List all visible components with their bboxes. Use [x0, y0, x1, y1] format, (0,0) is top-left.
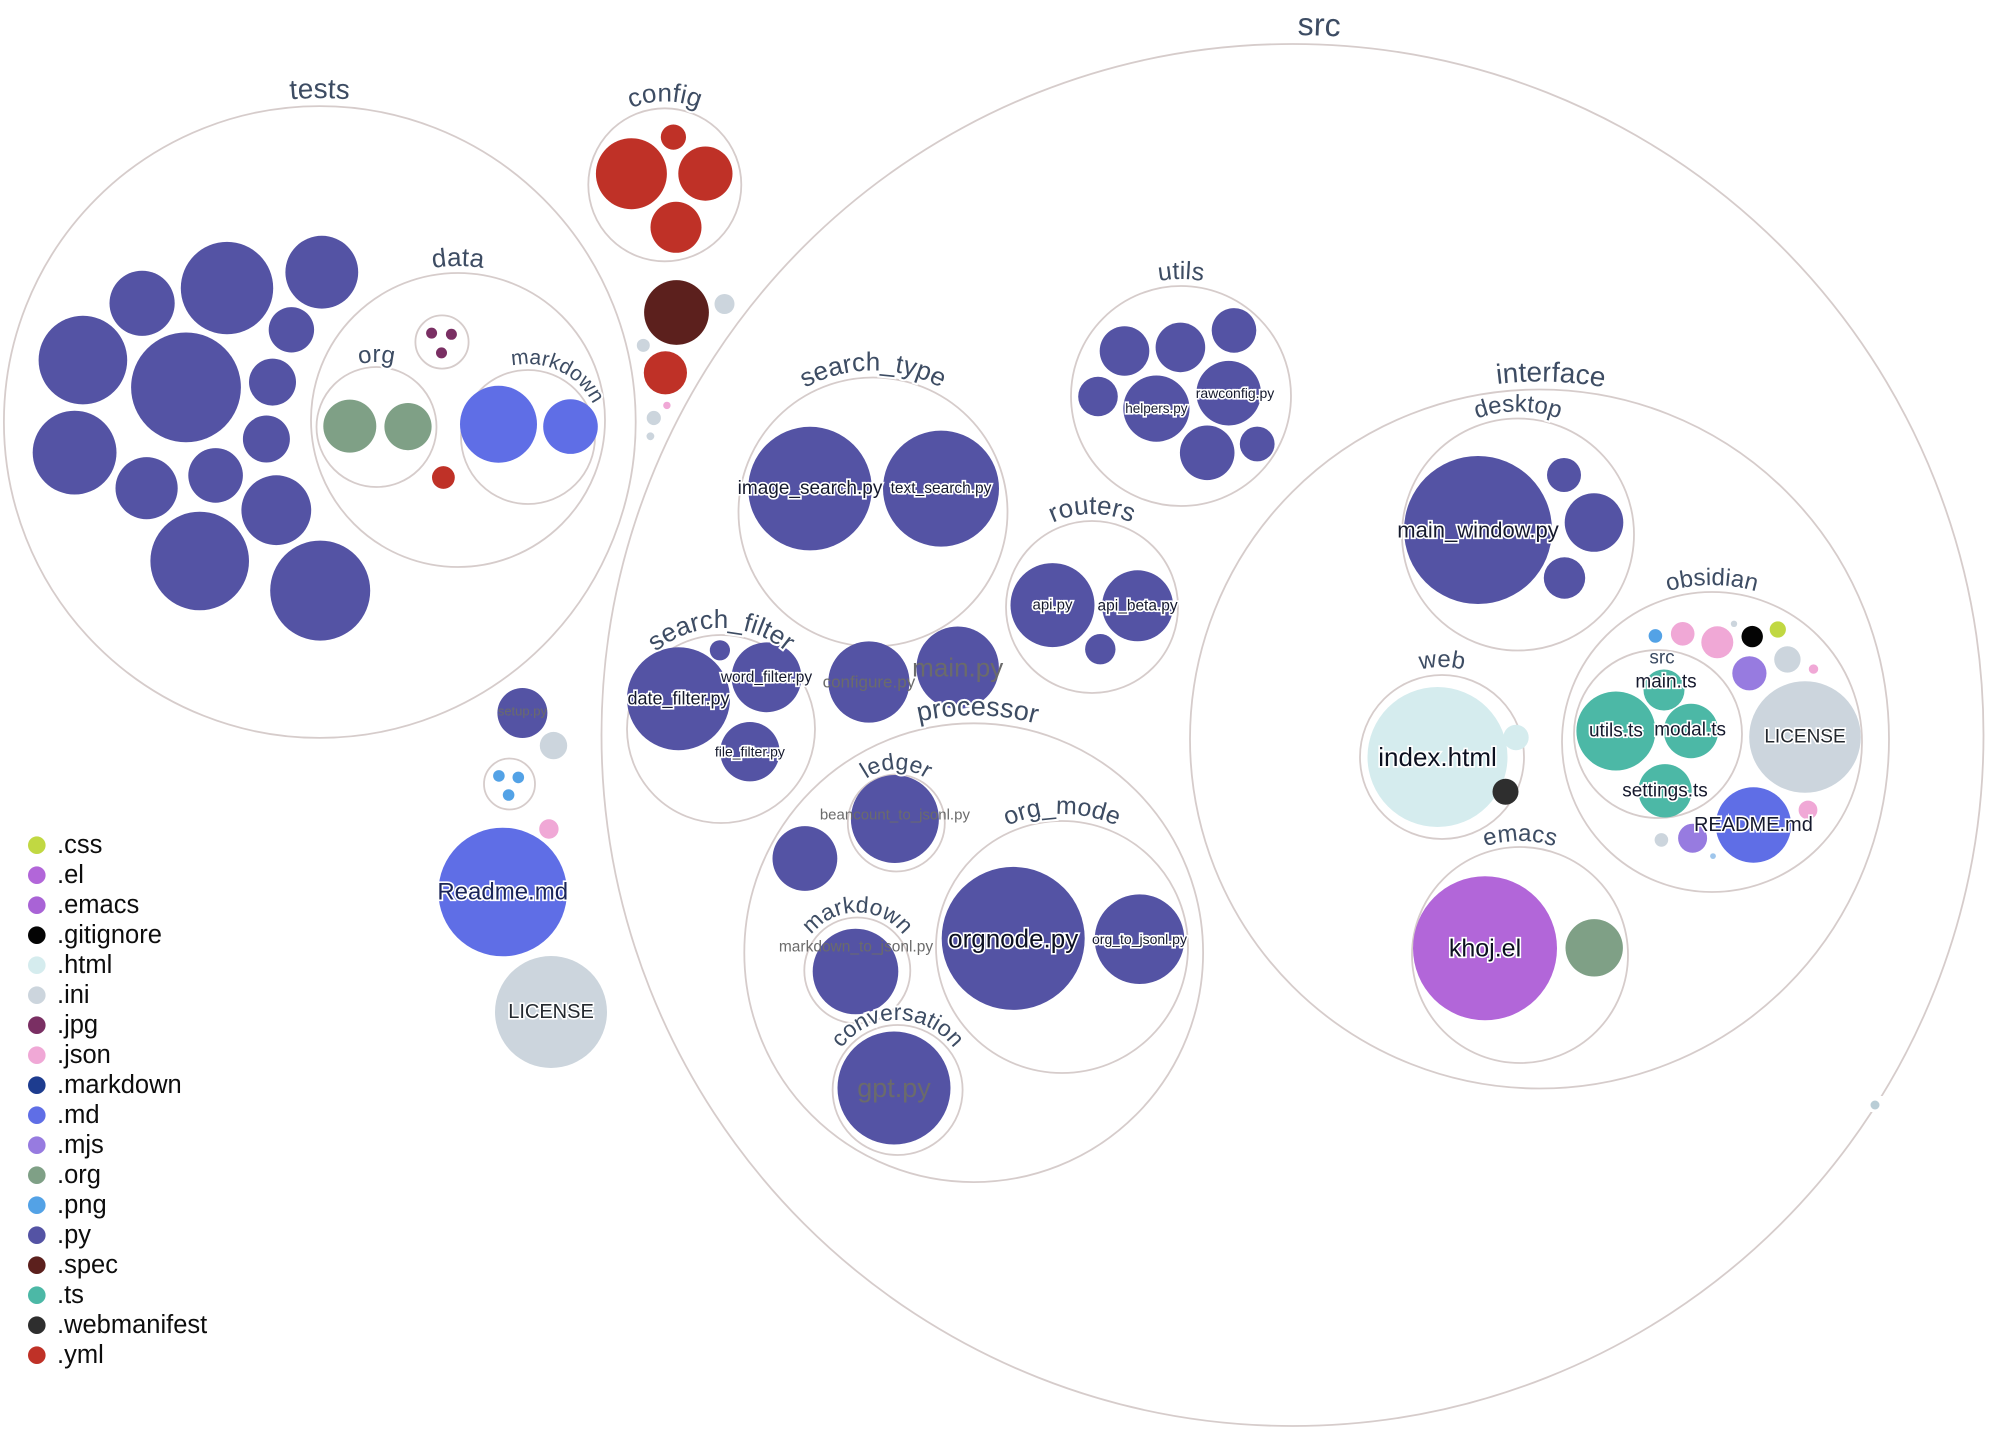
svg-text:.yml: .yml — [57, 1341, 104, 1369]
svg-text:settings.ts: settings.ts — [1622, 780, 1708, 801]
svg-text:src: src — [1297, 6, 1341, 44]
svg-text:.ini: .ini — [57, 981, 90, 1009]
svg-text:interface: interface — [1494, 356, 1608, 393]
svg-text:file_filter.py: file_filter.py — [715, 744, 785, 760]
svg-text:word_filter.py: word_filter.py — [720, 669, 813, 686]
svg-text:.css: .css — [57, 831, 102, 859]
svg-text:rawconfig.py: rawconfig.py — [1196, 385, 1275, 401]
svg-text:.html: .html — [57, 951, 112, 979]
svg-text:.py: .py — [57, 1221, 91, 1249]
svg-text:.gitignore: .gitignore — [57, 921, 162, 949]
svg-text:main.ts: main.ts — [1635, 672, 1696, 693]
svg-text:text_search.py: text_search.py — [891, 480, 992, 497]
svg-text:gpt.py: gpt.py — [857, 1073, 931, 1103]
svg-text:utils: utils — [1156, 257, 1206, 287]
svg-text:.json: .json — [57, 1041, 111, 1069]
svg-text:.emacs: .emacs — [57, 891, 139, 919]
svg-text:api_beta.py: api_beta.py — [1098, 597, 1178, 614]
svg-text:.jpg: .jpg — [57, 1011, 98, 1039]
svg-text:Readme.md: Readme.md — [437, 879, 568, 906]
svg-text:setup.py: setup.py — [498, 704, 548, 719]
svg-text:.png: .png — [57, 1191, 107, 1219]
svg-text:.el: .el — [57, 861, 84, 889]
svg-text:utils.ts: utils.ts — [1589, 721, 1643, 742]
svg-text:LICENSE: LICENSE — [508, 1001, 594, 1023]
svg-text:.org: .org — [57, 1161, 101, 1189]
svg-text:image_search.py: image_search.py — [738, 478, 883, 499]
svg-text:modal.ts: modal.ts — [1654, 720, 1726, 741]
svg-text:org_to_jsonl.py: org_to_jsonl.py — [1092, 931, 1187, 947]
svg-text:markdown_to_jsonl.py: markdown_to_jsonl.py — [779, 939, 933, 956]
svg-text:web: web — [1416, 646, 1467, 676]
svg-text:.mjs: .mjs — [57, 1131, 104, 1159]
svg-text:.md: .md — [57, 1101, 100, 1129]
svg-text:README.md: README.md — [1694, 814, 1813, 836]
svg-text:src: src — [1649, 648, 1674, 669]
svg-text:api.py: api.py — [1032, 597, 1073, 614]
svg-text:index.html: index.html — [1378, 742, 1497, 772]
svg-text:date_filter.py: date_filter.py — [627, 689, 729, 710]
svg-text:.spec: .spec — [57, 1251, 118, 1279]
svg-text:.webmanifest: .webmanifest — [57, 1311, 207, 1339]
svg-text:khoj.el: khoj.el — [1449, 934, 1521, 962]
svg-text:main.py: main.py — [912, 653, 1003, 683]
svg-text:main_window.py: main_window.py — [1397, 518, 1558, 543]
svg-text:helpers.py: helpers.py — [1125, 401, 1188, 416]
svg-text:orgnode.py: orgnode.py — [948, 923, 1078, 953]
svg-text:beancount_to_jsonl.py: beancount_to_jsonl.py — [820, 807, 971, 824]
svg-text:.markdown: .markdown — [57, 1071, 182, 1099]
svg-text:data: data — [430, 242, 487, 274]
svg-text:LICENSE: LICENSE — [1764, 727, 1845, 748]
svg-text:org: org — [356, 341, 397, 370]
svg-text:configure.py: configure.py — [823, 673, 916, 692]
svg-text:.ts: .ts — [57, 1281, 84, 1309]
